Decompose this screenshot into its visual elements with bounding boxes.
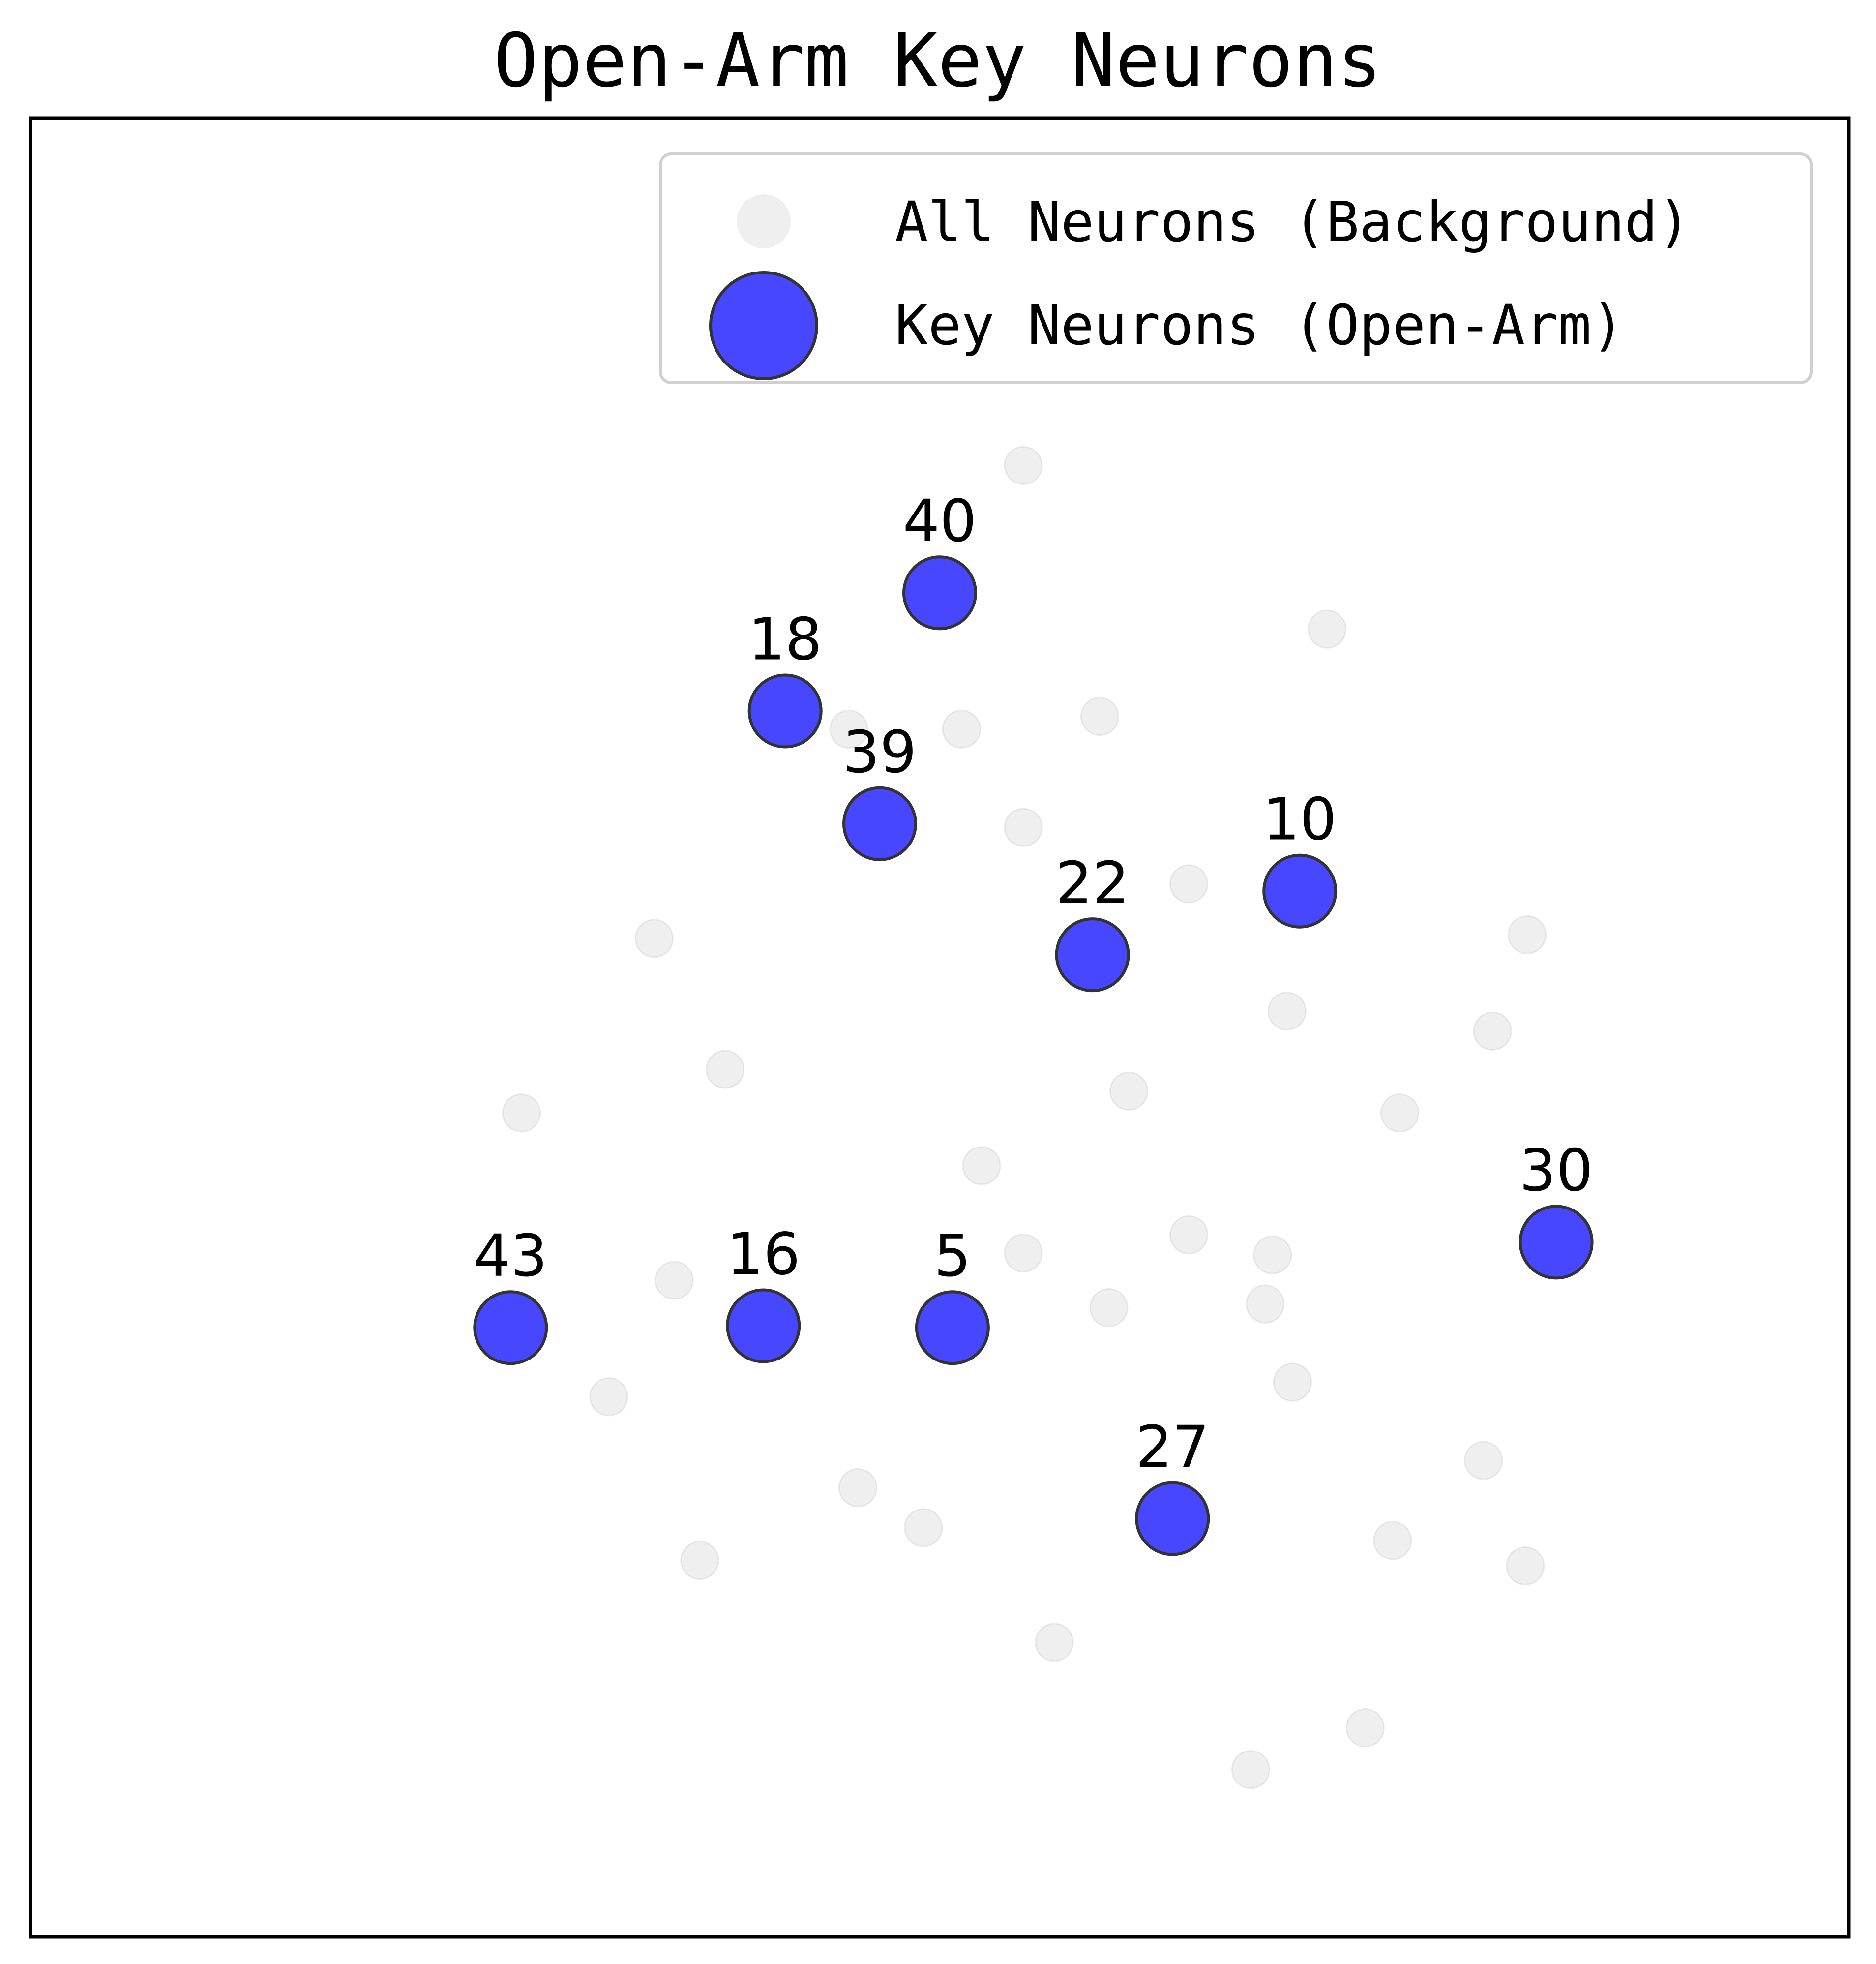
background-neuron-point <box>1169 864 1209 904</box>
background-neuron-point <box>1169 1215 1209 1255</box>
background-neuron-point <box>942 710 981 749</box>
background-neuron-point <box>655 1261 694 1300</box>
background-neuron-point <box>1004 1234 1043 1273</box>
key-neuron-point <box>747 673 823 749</box>
background-neuron-point <box>1035 1623 1074 1662</box>
background-neuron-point <box>589 1377 628 1417</box>
chart-title: Open-Arm Key Neurons <box>494 18 1382 104</box>
background-neuron-point <box>1246 1284 1285 1324</box>
legend-box <box>659 152 1813 384</box>
background-neuron-point <box>1253 1235 1292 1274</box>
legend-marker-key <box>709 271 818 380</box>
background-neuron-point <box>1508 915 1547 954</box>
background-neuron-point <box>706 1050 745 1089</box>
background-points-layer <box>502 446 1547 1789</box>
background-neuron-point <box>680 1541 719 1580</box>
background-neuron-point <box>1109 1071 1149 1111</box>
background-neuron-point <box>1345 1708 1385 1748</box>
key-labels-layer: 40 18 39 10 22 30 43 16 5 27 <box>474 487 1593 1481</box>
legend: All Neurons (Background) Key Neurons (Op… <box>659 152 1813 384</box>
key-neuron-label: 5 <box>934 1222 971 1290</box>
background-neuron-point <box>1380 1093 1420 1133</box>
background-neuron-point <box>1267 992 1307 1031</box>
background-neuron-point <box>1506 1546 1545 1586</box>
key-neuron-point <box>902 555 977 631</box>
key-neuron-label: 22 <box>1056 849 1130 917</box>
background-neuron-point <box>904 1508 943 1547</box>
key-neuron-point <box>842 786 917 861</box>
plot-area-frame <box>29 116 1851 1939</box>
key-neuron-label: 30 <box>1519 1136 1593 1204</box>
background-neuron-point <box>1004 446 1043 485</box>
key-neuron-label: 16 <box>726 1220 800 1288</box>
background-neuron-point <box>1089 1288 1129 1327</box>
key-neuron-label: 43 <box>474 1222 547 1290</box>
key-points-layer <box>473 555 1594 1556</box>
key-neuron-point <box>473 1290 548 1365</box>
background-neuron-point <box>1273 1362 1312 1402</box>
background-neuron-point <box>962 1146 1001 1185</box>
background-neuron-point <box>1464 1441 1503 1480</box>
key-neuron-point <box>1055 917 1130 993</box>
legend-label-key: Key Neurons (Open-Arm) <box>895 294 1624 358</box>
legend-label-background: All Neurons (Background) <box>895 190 1691 254</box>
key-neuron-label: 27 <box>1135 1413 1209 1481</box>
key-neuron-point <box>726 1288 801 1363</box>
key-neuron-label: 10 <box>1263 786 1337 853</box>
background-neuron-point <box>829 710 868 749</box>
key-neuron-label: 18 <box>748 605 822 673</box>
key-neuron-point <box>1135 1481 1210 1556</box>
key-neuron-label: 40 <box>903 487 977 555</box>
background-neuron-point <box>1373 1521 1412 1560</box>
background-neuron-point <box>1004 808 1043 847</box>
key-neuron-point <box>915 1290 990 1365</box>
background-neuron-point <box>634 919 674 958</box>
background-neuron-point <box>838 1468 878 1508</box>
key-neuron-point <box>1262 853 1338 929</box>
legend-marker-background <box>737 194 791 248</box>
key-neuron-label: 39 <box>843 718 917 786</box>
background-neuron-point <box>1308 609 1347 649</box>
background-neuron-point <box>1473 1011 1512 1051</box>
key-neuron-point <box>1519 1205 1594 1280</box>
background-neuron-point <box>1231 1750 1270 1789</box>
background-neuron-point <box>502 1093 541 1133</box>
background-neuron-point <box>1080 697 1119 736</box>
